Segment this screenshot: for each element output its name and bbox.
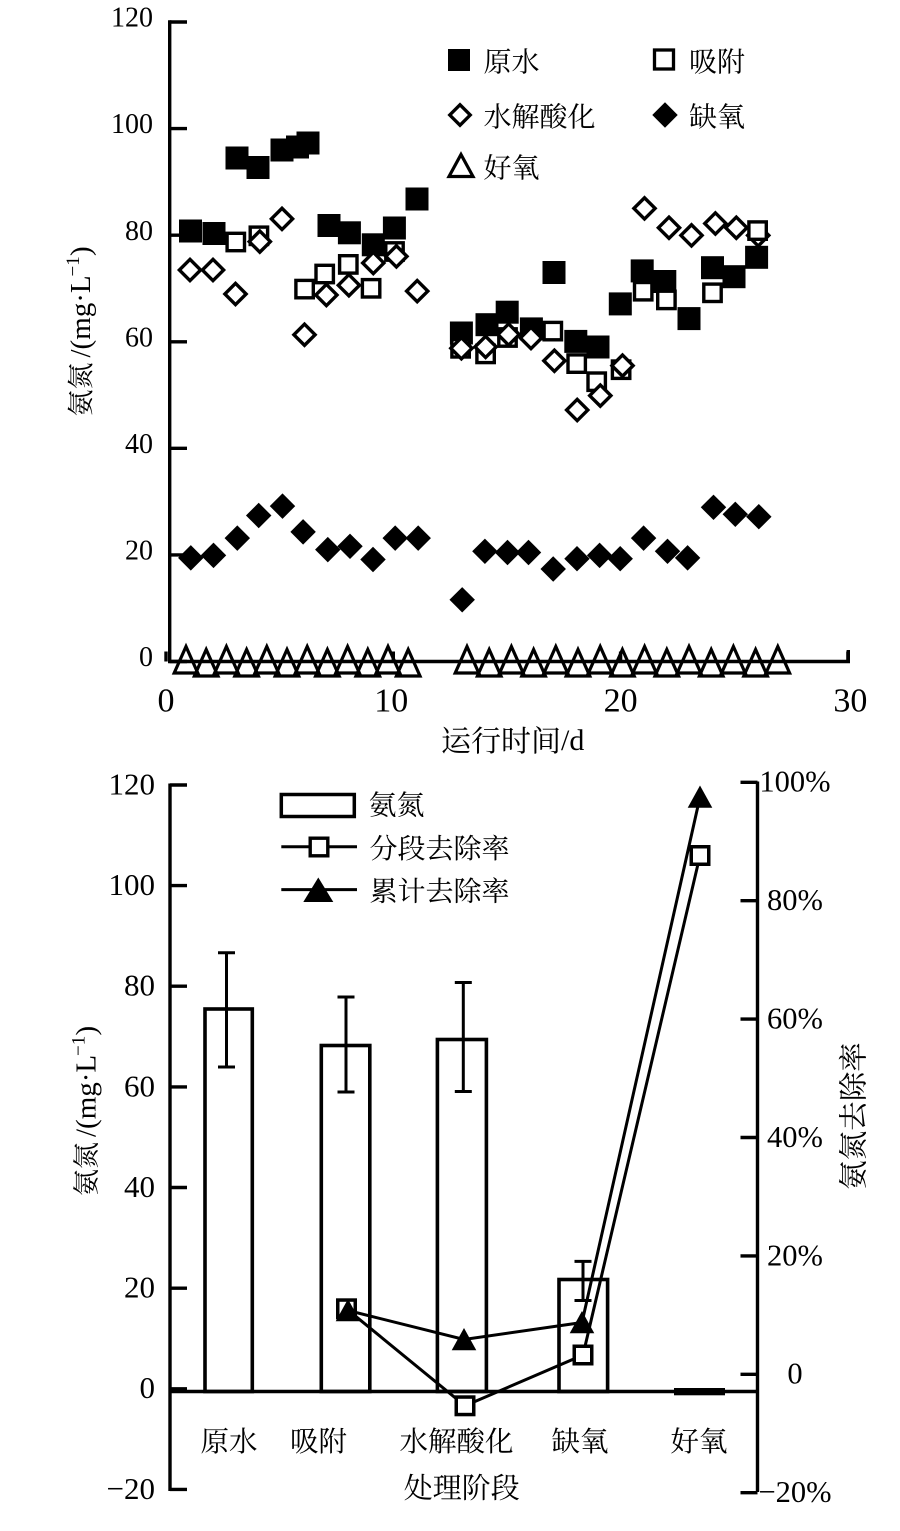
svg-text:20: 20 (124, 1270, 155, 1305)
svg-text:40: 40 (125, 429, 153, 460)
svg-text:0: 0 (787, 1357, 802, 1391)
svg-text:30: 30 (833, 683, 867, 720)
svg-text:80: 80 (124, 968, 155, 1003)
svg-text:20: 20 (125, 536, 153, 567)
svg-text:10: 10 (374, 683, 408, 720)
svg-text:80: 80 (125, 216, 153, 247)
svg-text:40%: 40% (767, 1120, 823, 1154)
svg-text:0: 0 (140, 1370, 156, 1405)
svg-text:20%: 20% (767, 1238, 823, 1272)
svg-text:/(mg·L: /(mg·L (65, 275, 97, 357)
svg-text:40: 40 (124, 1169, 155, 1204)
svg-text:−20: −20 (107, 1471, 155, 1506)
svg-text:20: 20 (604, 683, 638, 720)
svg-text:−1: −1 (69, 1036, 90, 1056)
svg-text:−1: −1 (63, 256, 84, 276)
svg-text:100: 100 (111, 109, 153, 140)
svg-text:60: 60 (124, 1068, 155, 1103)
svg-text:/(mg·L: /(mg·L (71, 1055, 103, 1137)
svg-text:): ) (65, 246, 97, 256)
svg-text:0: 0 (158, 683, 175, 720)
svg-text:): ) (71, 1026, 103, 1036)
svg-text:0: 0 (139, 642, 153, 673)
svg-text:60%: 60% (767, 1002, 823, 1036)
svg-text:100: 100 (109, 867, 156, 902)
svg-text:60: 60 (125, 322, 153, 353)
svg-text:100%: 100% (759, 765, 830, 799)
svg-text:/d: /d (561, 724, 584, 757)
svg-text:−20%: −20% (758, 1475, 831, 1509)
svg-text:120: 120 (109, 766, 156, 801)
svg-text:80%: 80% (767, 883, 823, 917)
svg-text:120: 120 (111, 3, 153, 34)
